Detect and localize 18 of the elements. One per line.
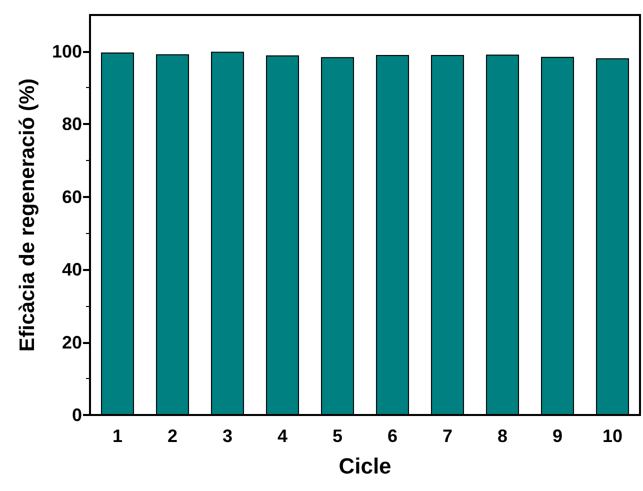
x-tick-label: 8 <box>497 426 508 446</box>
x-tick-label: 4 <box>277 426 288 446</box>
y-tick-label: 60 <box>62 186 82 207</box>
x-tick-label: 1 <box>112 426 123 446</box>
y-axis-title: Eficàcia de regeneració (%) <box>16 78 39 352</box>
y-tick-label: 20 <box>62 332 82 352</box>
x-tick-label: 7 <box>442 426 453 446</box>
y-tick-label: 0 <box>72 405 82 425</box>
x-tick-label: 2 <box>167 426 178 446</box>
x-tick-label: 6 <box>387 426 398 446</box>
x-tick-label: 10 <box>602 426 623 446</box>
x-tick-label: 9 <box>552 426 563 446</box>
x-tick-label: 3 <box>222 426 233 446</box>
y-tick-label: 80 <box>62 114 82 134</box>
x-axis-title: Cicle <box>338 454 392 478</box>
y-tick-label: 40 <box>62 260 82 280</box>
y-tick-label: 100 <box>52 41 82 62</box>
x-tick-label: 5 <box>332 426 343 446</box>
